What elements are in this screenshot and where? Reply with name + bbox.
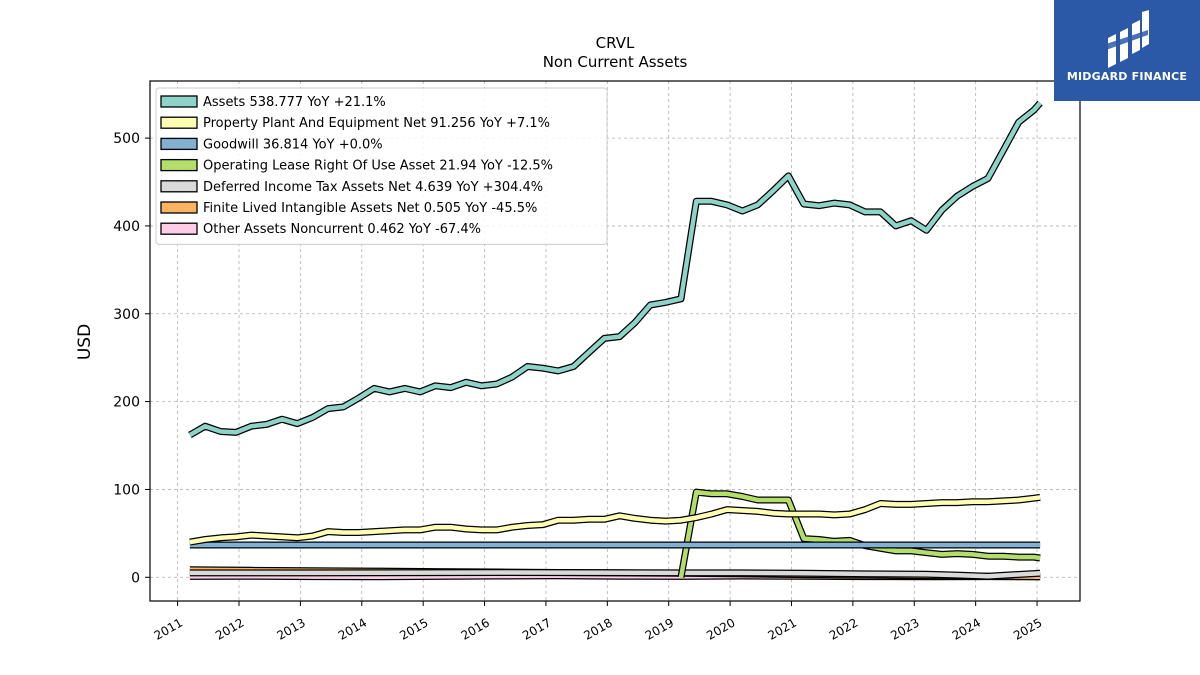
x-tick-label: 2024 (950, 615, 983, 642)
chart-subtitle: Non Current Assets (543, 53, 688, 71)
x-tick-label: 2023 (888, 615, 921, 642)
x-tick-label: 2019 (643, 615, 676, 642)
y-tick-label: 300 (113, 307, 140, 323)
legend-label: Operating Lease Right Of Use Asset 21.94… (203, 159, 553, 174)
x-tick-label: 2022 (827, 615, 860, 642)
legend-swatch (160, 201, 198, 214)
x-tick-label: 2013 (274, 615, 307, 642)
y-tick-label: 100 (113, 482, 140, 498)
x-tick-label: 2015 (397, 615, 430, 642)
legend-label: Goodwill 36.814 YoY +0.0% (203, 137, 383, 152)
y-tick-label: 400 (113, 219, 140, 235)
x-tick-label: 2014 (336, 615, 369, 642)
chart-title: CRVL (596, 34, 635, 52)
y-tick-label: 0 (131, 570, 140, 586)
brand-logo: MIDGARD FINANCE (1054, 0, 1200, 101)
x-tick-label: 2018 (581, 615, 614, 642)
series-line (189, 570, 1041, 579)
legend-swatch (160, 158, 198, 172)
y-axis-label: USD (75, 324, 95, 360)
legend-frame (155, 87, 608, 245)
x-tick-label: 2020 (704, 615, 737, 642)
plot-area-frame (149, 80, 1081, 602)
x-tick-label: 2016 (459, 615, 492, 642)
logo-mark-icon (1106, 10, 1149, 68)
legend: Assets 538.777 YoY +21.1% Property Plant … (155, 87, 608, 245)
legend-label: Assets 538.777 YoY +21.1% (203, 95, 386, 110)
x-tick-label: 2021 (766, 615, 799, 642)
x-tick-label: 2011 (152, 615, 185, 642)
series-group (188, 100, 1043, 581)
legend-label: Other Assets Noncurrent 0.462 YoY -67.4% (203, 222, 481, 237)
legend-label: Deferred Income Tax Assets Net 4.639 YoY… (203, 180, 543, 195)
legend-swatch (160, 137, 198, 151)
series-line (189, 495, 1041, 545)
x-tick-label: 2012 (213, 615, 246, 642)
legend-swatch (160, 222, 198, 235)
y-tick-label: 200 (113, 395, 140, 411)
series-line (188, 101, 1042, 437)
x-tick-label: 2025 (1011, 615, 1044, 642)
legend-swatch (160, 116, 198, 129)
legend-label: Finite Lived Intangible Assets Net 0.505… (203, 201, 537, 216)
y-tick-label: 500 (113, 131, 140, 147)
logo-text: MIDGARD FINANCE (1066, 70, 1188, 83)
x-tick-label: 2017 (520, 615, 553, 642)
legend-swatch (160, 180, 198, 193)
legend-swatch (160, 95, 198, 108)
legend-label: Property Plant And Equipment Net 91.256 … (203, 116, 550, 131)
